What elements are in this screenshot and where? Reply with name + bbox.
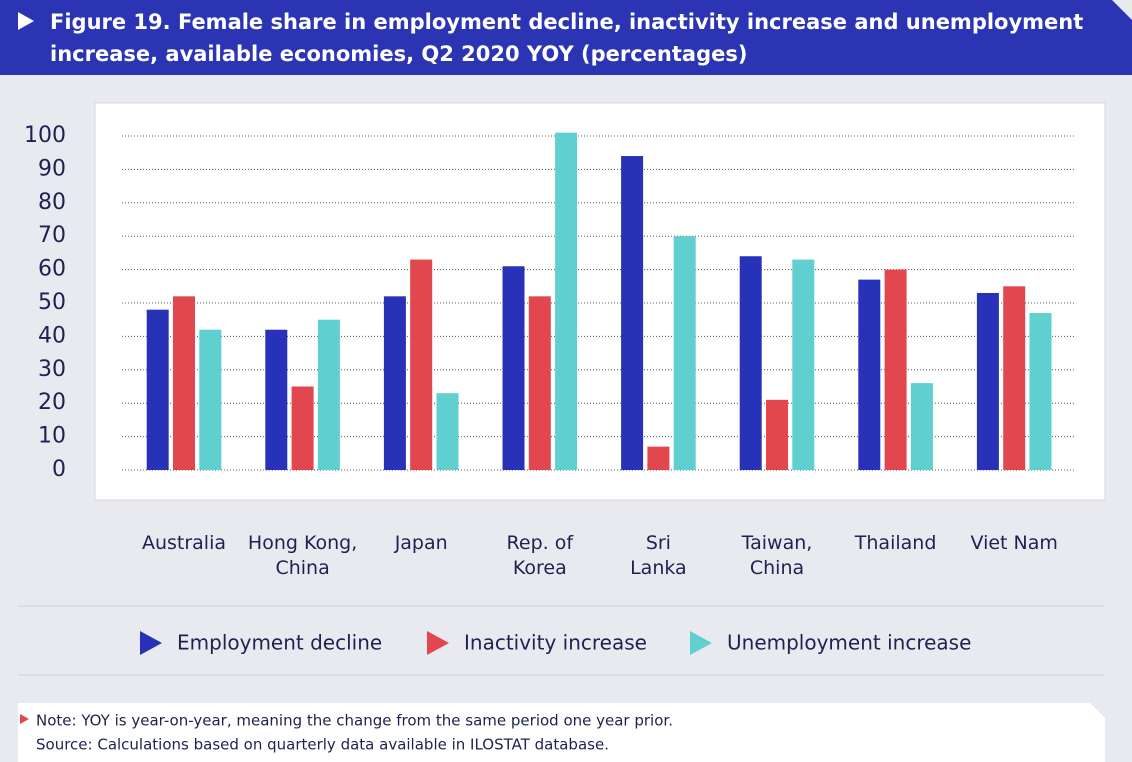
bar xyxy=(146,309,169,470)
bar xyxy=(884,269,907,470)
y-tick-label: 40 xyxy=(38,323,66,348)
y-tick-label: 70 xyxy=(38,223,66,248)
header-band xyxy=(0,0,1132,75)
title-marker xyxy=(18,12,34,30)
legend-marker xyxy=(690,631,712,655)
note-box xyxy=(18,703,1105,762)
bar xyxy=(766,399,788,470)
bar xyxy=(410,259,433,470)
x-tick-label: Hong Kong, China xyxy=(247,532,358,579)
y-tick-label: 60 xyxy=(38,257,66,282)
y-tick-label: 100 xyxy=(24,123,66,148)
y-tick-label: 30 xyxy=(38,357,66,382)
y-tick-label: 20 xyxy=(38,390,66,415)
legend-marker xyxy=(140,631,162,655)
bar xyxy=(976,292,999,470)
note: Note: YOY is year-on-year, meaning the c… xyxy=(36,712,673,730)
plot-box xyxy=(94,102,1106,501)
y-tick-label: 50 xyxy=(38,290,66,315)
legend-label: Unemployment increase xyxy=(727,631,971,655)
source: Source: Calculations based on quarterly … xyxy=(36,736,609,754)
x-tick-label: Sri Lanka xyxy=(630,532,687,579)
x-tick-label: Thailand xyxy=(854,532,937,554)
y-tick-label: 80 xyxy=(38,190,66,215)
bar xyxy=(673,236,696,470)
bar xyxy=(265,329,288,470)
y-tick-label: 90 xyxy=(38,156,66,181)
legend-marker xyxy=(427,631,449,655)
bar xyxy=(910,383,933,470)
x-tick-label: Taiwan, China xyxy=(741,532,813,579)
x-tick-label: Rep. of Korea xyxy=(506,532,574,579)
bar xyxy=(317,319,340,470)
bar xyxy=(858,279,881,470)
bar xyxy=(647,446,670,470)
bar xyxy=(199,329,222,470)
x-tick-label: Viet Nam xyxy=(970,532,1058,554)
x-tick-label: Japan xyxy=(394,532,448,554)
legend-label: Inactivity increase xyxy=(464,631,647,655)
bar xyxy=(555,132,578,470)
x-tick-label: Australia xyxy=(141,532,227,554)
bar xyxy=(1003,286,1026,470)
bar xyxy=(291,386,314,470)
y-tick-label: 10 xyxy=(38,424,66,449)
bar xyxy=(739,256,762,470)
bar xyxy=(502,266,525,470)
chart-title: Figure 19. Female share in employment de… xyxy=(50,10,1084,66)
bar xyxy=(621,156,644,471)
bar xyxy=(792,259,815,470)
bar xyxy=(173,296,195,470)
bar xyxy=(436,393,459,470)
bar xyxy=(383,296,406,470)
bar xyxy=(1029,313,1052,470)
bar xyxy=(528,296,551,470)
note-marker xyxy=(20,714,29,724)
legend-label: Employment decline xyxy=(177,631,382,655)
y-tick-label: 0 xyxy=(52,457,66,482)
